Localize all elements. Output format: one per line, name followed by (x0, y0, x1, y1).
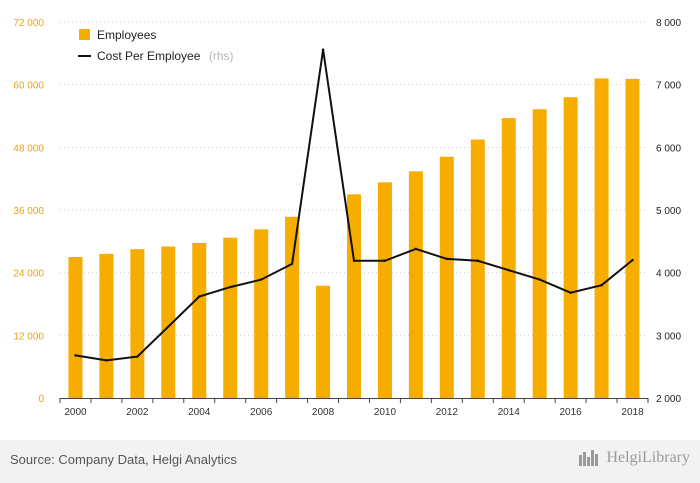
y-right-tick-label: 6 000 (656, 143, 681, 154)
bar-employees (408, 171, 423, 398)
point-cost-per-employee (445, 257, 449, 261)
y-left-tick-label: 36 000 (13, 206, 44, 217)
y-left-tick-label: 72 000 (13, 18, 44, 29)
point-cost-per-employee (198, 295, 201, 298)
legend-label-employees: Employees (97, 28, 156, 42)
legend-label-cost-per-employee-group: Cost Per Employee (rhs) (97, 47, 234, 64)
x-tick-label: 2008 (312, 407, 335, 418)
y-left-tick-label: 60 000 (13, 81, 44, 92)
point-cost-per-employee (476, 259, 479, 262)
point-cost-per-employee (259, 278, 263, 281)
point-cost-per-employee (507, 268, 510, 272)
y-left-tick-label: 24 000 (13, 269, 44, 280)
point-cost-per-employee (352, 259, 356, 262)
point-cost-per-employee (631, 258, 634, 262)
point-cost-per-employee (600, 284, 603, 287)
bar-employees (532, 109, 547, 398)
bar-employees (594, 78, 609, 399)
left-axis: 0 12 000 24 000 36 000 48 000 60 000 72 000 (13, 18, 44, 405)
bar-employees (68, 257, 83, 398)
brand-name: HelgiLibrary (606, 449, 690, 466)
x-tick-label: 2016 (560, 407, 583, 418)
bar-employees (377, 182, 392, 398)
point-cost-per-employee (105, 359, 108, 362)
source-note: Source: Company Data, Helgi Analytics (10, 452, 237, 467)
y-right-tick-label: 8 000 (656, 18, 681, 29)
employees-bars (68, 78, 640, 399)
cost-per-employee-series (74, 48, 634, 362)
right-axis: 2 000 3 000 4 000 5 000 6 000 7 000 8 000 (656, 18, 681, 405)
point-cost-per-employee (414, 247, 418, 251)
x-tick-label: 2004 (188, 407, 211, 418)
x-tick-label: 2012 (436, 407, 459, 418)
point-cost-per-employee (136, 355, 139, 358)
bar-employees (192, 242, 207, 398)
bar-employees (563, 97, 578, 398)
y-right-tick-label: 5 000 (656, 206, 681, 217)
y-right-tick-label: 2 000 (656, 394, 681, 405)
y-left-tick-label: 0 (38, 394, 44, 405)
footer: Source: Company Data, Helgi Analytics He… (0, 440, 700, 483)
bar-employees (254, 229, 269, 398)
bar-employees (347, 194, 361, 398)
legend: Employees Cost Per Employee (rhs) (78, 28, 234, 64)
point-cost-per-employee (229, 285, 232, 289)
y-right-tick-label: 7 000 (656, 81, 681, 92)
bar-employees (130, 249, 145, 398)
bar-employees (223, 237, 238, 398)
legend-swatch-employees (79, 29, 90, 40)
helgi-library-logo-icon (579, 450, 599, 466)
legend-label-cost-per-employee: Cost Per Employee (97, 49, 201, 63)
point-cost-per-employee (167, 325, 170, 328)
point-cost-per-employee (321, 48, 325, 51)
point-cost-per-employee (383, 259, 387, 262)
point-cost-per-employee (569, 291, 572, 294)
x-tick-label: 2006 (250, 407, 273, 418)
point-cost-per-employee (74, 354, 77, 357)
point-cost-per-employee (538, 278, 541, 281)
x-tick-label: 2014 (498, 407, 521, 418)
x-tick-label: 2000 (64, 407, 87, 418)
bar-employees (625, 78, 640, 398)
x-tick-label: 2010 (374, 407, 397, 418)
x-axis: 2000 2002 2004 2006 2008 2010 2012 2014 2016 2018 (59, 398, 649, 418)
bar-employees (501, 118, 516, 398)
y-left-tick-label: 48 000 (13, 143, 44, 154)
legend-label-rhs: (rhs) (209, 49, 234, 63)
bar-employees (316, 285, 331, 398)
bar-employees (470, 139, 485, 398)
bar-employees (161, 246, 176, 398)
chart: 0 12 000 24 000 36 000 48 000 60 000 72 000 2 … (13, 18, 681, 418)
point-cost-per-employee (290, 262, 294, 266)
y-right-tick-label: 4 000 (656, 269, 681, 280)
x-tick-label: 2002 (126, 407, 149, 418)
brand-logo: HelgiLibrary (578, 449, 690, 467)
x-tick-label: 2018 (621, 407, 644, 418)
bar-employees (439, 156, 454, 398)
y-left-tick-label: 12 000 (13, 331, 44, 342)
y-right-tick-label: 3 000 (656, 331, 681, 342)
bar-employees (99, 253, 114, 398)
bar-employees (285, 216, 300, 398)
